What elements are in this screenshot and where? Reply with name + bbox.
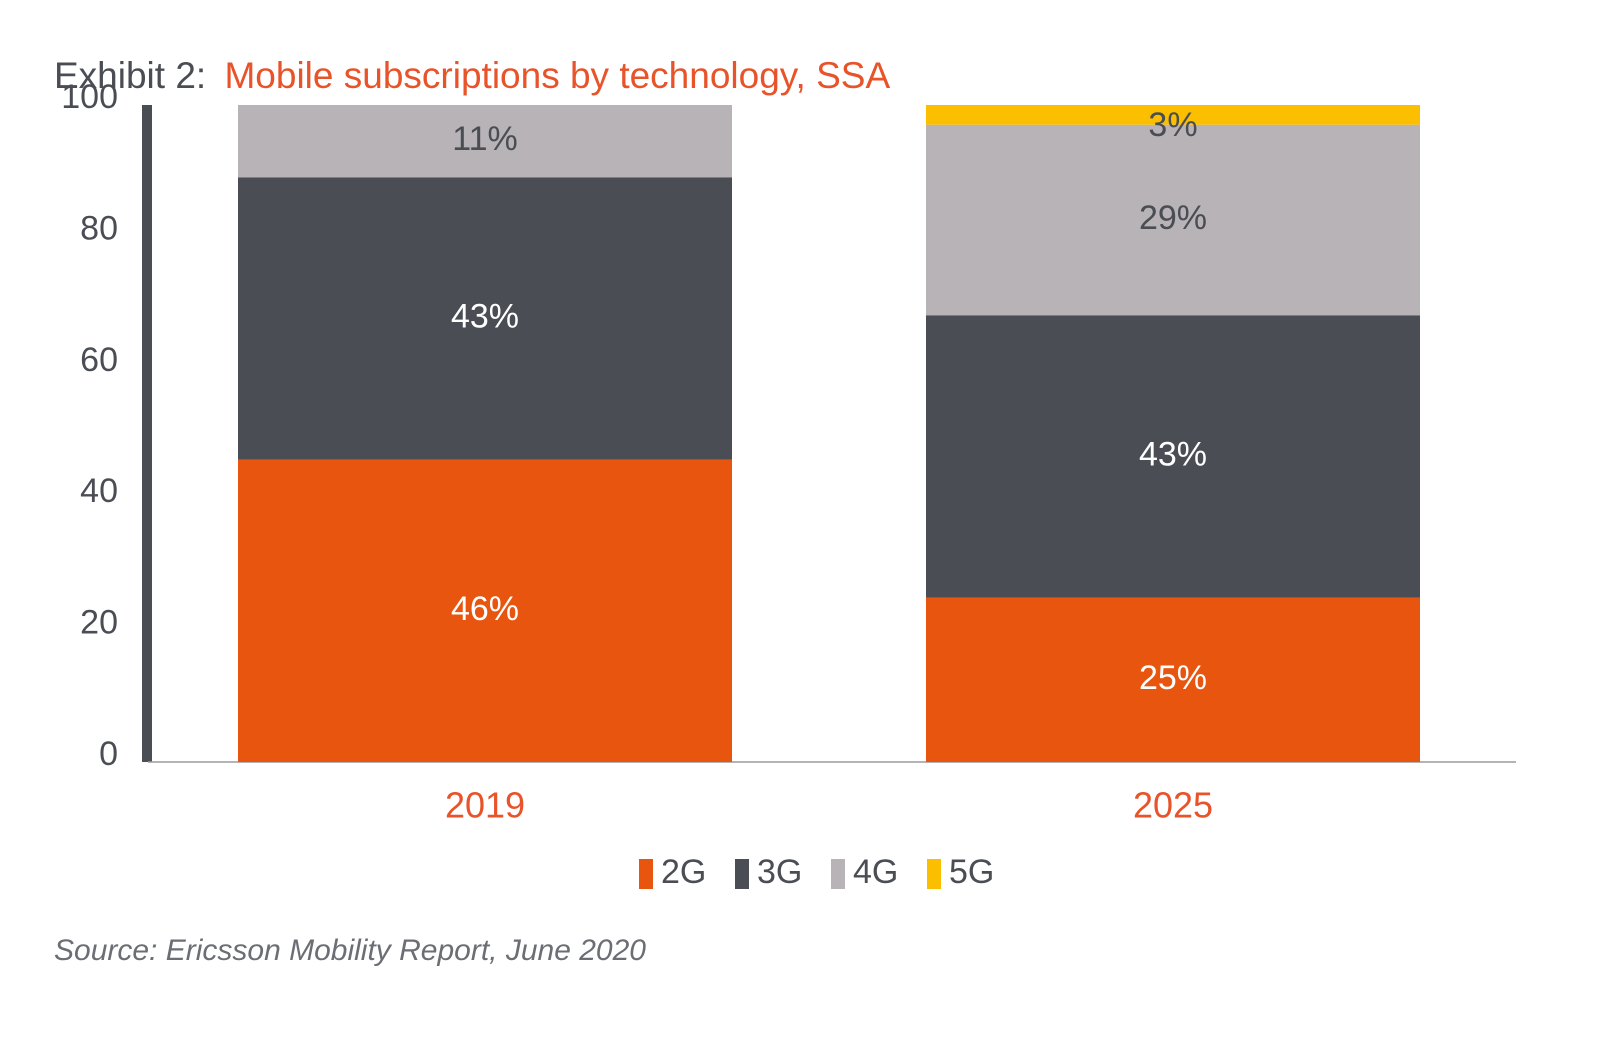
y-tick-label: 60 — [80, 341, 118, 379]
data-label-4g-2019: 11% — [452, 120, 518, 158]
chart-title-main: Mobile subscriptions by technology, SSA — [224, 55, 890, 96]
bar-5g-2025 — [926, 105, 1420, 125]
y-tick-label: 0 — [99, 735, 118, 773]
data-label-4g-2025: 29% — [1139, 199, 1207, 237]
legend-label-4g: 4G — [853, 853, 898, 891]
chart-title: Exhibit 2: Mobile subscriptions by techn… — [54, 55, 890, 96]
y-tick-label: 20 — [80, 604, 118, 642]
chart-title-prefix: Exhibit 2: — [54, 55, 206, 96]
x-tick-label: 2025 — [1133, 785, 1213, 826]
y-axis — [142, 105, 152, 762]
legend-label-5g: 5G — [949, 853, 994, 891]
legend-swatch-2g — [639, 859, 653, 889]
bar-4g-2025 — [926, 124, 1420, 316]
bar-3g-2019 — [238, 177, 732, 460]
data-label-2g-2025: 25% — [1139, 659, 1207, 697]
bar-2g-2019 — [238, 459, 732, 762]
legend-label-2g: 2G — [661, 853, 706, 891]
legend-swatch-4g — [831, 859, 845, 889]
data-label-3g-2019: 43% — [451, 298, 519, 336]
y-tick-label: 40 — [80, 472, 118, 510]
legend-swatch-5g — [927, 859, 941, 889]
y-tick-label: 80 — [80, 209, 118, 247]
legend-label-3g: 3G — [757, 853, 802, 891]
legend: 2G 3G 4G 5G — [639, 853, 994, 891]
bar-3g-2025 — [926, 315, 1420, 598]
y-tick-label: 100 — [61, 78, 118, 116]
data-label-3g-2025: 43% — [1139, 435, 1207, 473]
x-tick-label: 2019 — [445, 785, 525, 826]
source-note: Source: Ericsson Mobility Report, June 2… — [54, 934, 646, 967]
bar-2g-2025 — [926, 597, 1420, 762]
bar-4g-2019 — [238, 105, 732, 178]
plot-area: 0 20 40 60 80 100 46% 43% 11% 2019 25% 43% 29% 3% 2025 — [61, 78, 1516, 826]
data-label-5g-2025: 3% — [1148, 106, 1197, 144]
data-label-2g-2019: 46% — [451, 590, 519, 628]
legend-swatch-3g — [735, 859, 749, 889]
